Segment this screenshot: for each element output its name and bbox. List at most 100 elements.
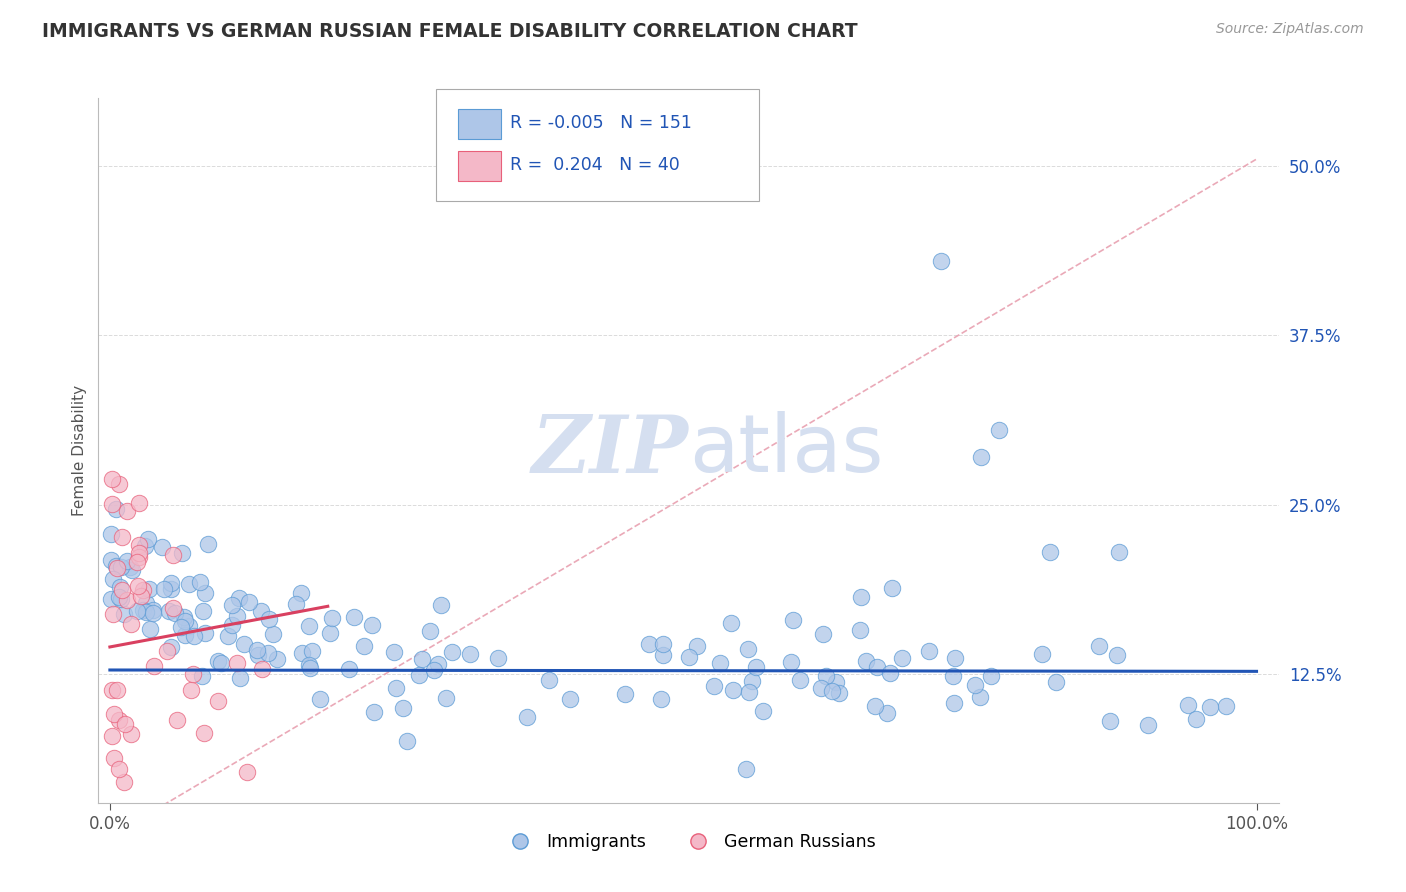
Point [423, 664, 446, 678]
Point [207, 693, 229, 707]
Point [298, 619, 321, 633]
Point [1136, 718, 1159, 732]
Point [427, 657, 450, 672]
Point [104, 502, 127, 516]
Point [103, 751, 125, 765]
Point [849, 591, 872, 605]
Point [285, 597, 308, 611]
Point [408, 667, 430, 681]
Point [651, 637, 673, 651]
Point [392, 701, 415, 715]
Point [917, 644, 939, 658]
Point [709, 656, 731, 670]
Point [226, 608, 249, 623]
Point [105, 558, 128, 573]
Point [143, 658, 166, 673]
Point [217, 629, 239, 643]
Point [112, 607, 135, 622]
Point [929, 253, 952, 268]
Point [128, 496, 150, 510]
Point [1215, 698, 1237, 713]
Point [821, 684, 844, 698]
Point [221, 598, 243, 612]
Point [125, 555, 148, 569]
Point [142, 603, 165, 617]
Point [943, 696, 966, 710]
Point [309, 692, 332, 706]
Point [721, 683, 744, 698]
Point [866, 659, 889, 673]
Point [516, 710, 538, 724]
Point [128, 550, 150, 565]
Point [343, 610, 366, 624]
Point [789, 673, 811, 687]
Point [752, 704, 775, 718]
Point [105, 683, 128, 698]
Point [419, 624, 441, 639]
Point [863, 698, 886, 713]
Point [134, 540, 156, 554]
Point [207, 654, 229, 668]
Point [411, 652, 433, 666]
Point [745, 660, 768, 674]
Point [737, 685, 759, 699]
Point [1185, 712, 1208, 726]
Point [558, 692, 581, 706]
Point [233, 637, 256, 651]
Point [101, 683, 124, 698]
Point [290, 646, 312, 660]
Point [849, 623, 872, 637]
Point [138, 532, 160, 546]
Point [678, 649, 700, 664]
Point [779, 656, 801, 670]
Point [434, 691, 457, 706]
Point [101, 607, 124, 622]
Point [107, 713, 129, 727]
Point [737, 642, 759, 657]
Point [1039, 545, 1062, 559]
Point [814, 669, 837, 683]
Point [157, 603, 180, 617]
Point [987, 423, 1010, 437]
Point [159, 582, 181, 596]
Point [101, 498, 124, 512]
Point [108, 762, 131, 776]
Point [650, 691, 672, 706]
Point [825, 674, 848, 689]
Point [193, 604, 215, 618]
Point [115, 554, 138, 568]
Point [1099, 714, 1122, 728]
Point [963, 678, 986, 692]
Point [156, 644, 179, 658]
Point [173, 610, 195, 624]
Point [298, 657, 321, 672]
Point [855, 654, 877, 668]
Point [250, 604, 273, 618]
Point [1107, 648, 1129, 662]
Point [246, 648, 269, 662]
Text: Source: ZipAtlas.com: Source: ZipAtlas.com [1216, 22, 1364, 37]
Point [942, 669, 965, 683]
Point [100, 527, 122, 541]
Point [337, 662, 360, 676]
Point [319, 626, 342, 640]
Point [363, 705, 385, 719]
Point [128, 546, 150, 560]
Point [179, 576, 201, 591]
Point [138, 622, 160, 636]
Point [353, 640, 375, 654]
Point [159, 640, 181, 654]
Point [170, 619, 193, 633]
Point [120, 559, 142, 574]
Text: R = -0.005   N = 151: R = -0.005 N = 151 [510, 114, 692, 132]
Point [827, 686, 849, 700]
Point [876, 706, 898, 720]
Point [385, 681, 408, 695]
Point [163, 607, 186, 621]
Point [257, 646, 280, 660]
Point [384, 645, 406, 659]
Text: atlas: atlas [689, 411, 883, 490]
Point [810, 681, 832, 695]
Point [735, 762, 758, 776]
Point [160, 575, 183, 590]
